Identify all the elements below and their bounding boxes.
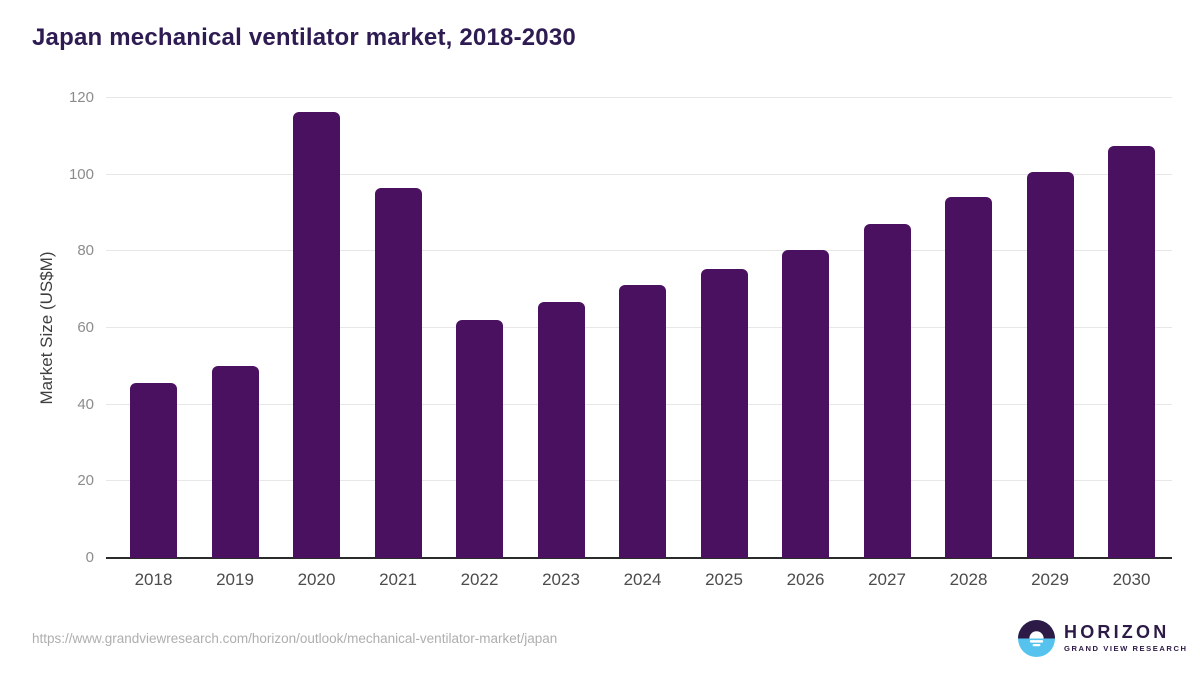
x-tick-label: 2025	[705, 570, 743, 589]
x-tick-label: 2027	[868, 570, 906, 589]
x-tick-label: 2020	[297, 570, 336, 589]
bar-2021[interactable]	[374, 188, 422, 558]
y-tick-label: 120	[68, 89, 94, 106]
y-tick-label: 60	[77, 319, 94, 336]
logo-brand-text: HORIZON	[1064, 622, 1170, 642]
horizon-logo[interactable]: HORIZON GRAND VIEW RESEARCH	[1018, 620, 1188, 657]
y-tick-label: 20	[77, 472, 94, 490]
chart-title: Japan mechanical ventilator market, 2018…	[32, 24, 576, 51]
bar-2026[interactable]	[782, 249, 829, 558]
bar-2019[interactable]	[211, 365, 259, 558]
x-tick-label: 2019	[216, 570, 254, 589]
bar-2022[interactable]	[456, 319, 503, 558]
x-tick-label: 2023	[542, 570, 580, 589]
plot-area: 0 20 40 60 80 100 120 2018 2019 2020 2021 2022 2023 2…	[69, 89, 1172, 589]
x-tick-label: 2026	[786, 570, 825, 589]
x-tick-label: 2024	[623, 570, 662, 589]
y-tick-label: 80	[77, 242, 94, 260]
x-axis-line	[106, 557, 1172, 559]
y-tick-label: 40	[77, 395, 94, 413]
bar-2024[interactable]	[619, 285, 666, 558]
x-tick-label: 2018	[134, 570, 173, 589]
gridline	[106, 97, 1172, 98]
x-tick-label: 2029	[1031, 570, 1069, 589]
logo-subtitle-text: GRAND VIEW RESEARCH	[1064, 644, 1188, 653]
bar-2030[interactable]	[1108, 145, 1155, 558]
gridline	[106, 173, 1172, 175]
bar-2023[interactable]	[537, 301, 585, 558]
bar-2020[interactable]	[293, 111, 340, 558]
x-tick-label: 2021	[379, 570, 417, 589]
x-tick-label: 2030	[1112, 570, 1151, 589]
bar-2025[interactable]	[700, 268, 748, 558]
bar-2029[interactable]	[1026, 171, 1074, 558]
y-tick-label: 0	[85, 549, 94, 566]
x-tick-label: 2022	[460, 570, 499, 589]
bar-2027[interactable]	[863, 224, 911, 558]
x-tick-label: 2028	[949, 570, 988, 589]
horizon-logo-icon	[1018, 620, 1055, 657]
y-tick-label: 100	[68, 165, 94, 183]
gridline	[106, 250, 1172, 252]
bar-2028[interactable]	[945, 196, 992, 558]
source-url[interactable]: https://www.grandviewresearch.com/horizo…	[32, 631, 558, 646]
bar-2018[interactable]	[130, 383, 177, 558]
